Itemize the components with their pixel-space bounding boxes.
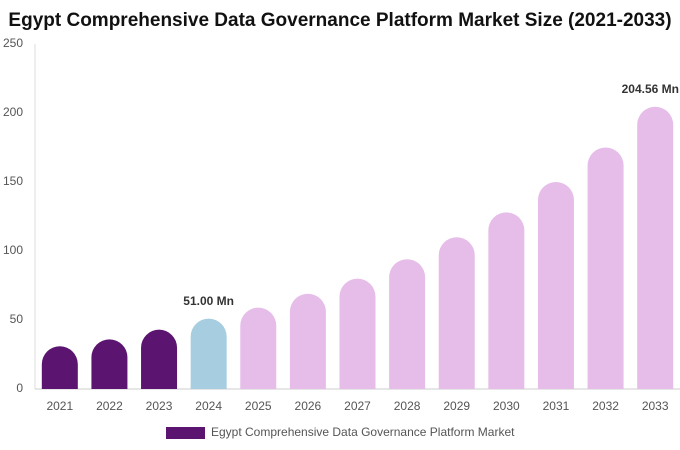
bar [488,212,525,389]
y-tick-label: 250 [3,36,23,50]
bar [240,307,277,389]
y-tick-label: 200 [3,105,23,119]
y-tick-label: 0 [16,381,23,395]
x-tick-label: 2025 [245,399,272,413]
x-tick-label: 2023 [146,399,173,413]
bar [537,182,574,389]
x-tick-label: 2024 [195,399,222,413]
legend-swatch [166,427,205,439]
bar [289,293,326,389]
x-tick-label: 2029 [443,399,470,413]
x-tick-label: 2022 [96,399,123,413]
x-tick-label: 2032 [592,399,619,413]
bar [587,147,624,389]
bar [141,329,178,389]
y-tick-label: 50 [10,312,24,326]
x-tick-label: 2033 [642,399,669,413]
chart-title: Egypt Comprehensive Data Governance Plat… [8,10,671,31]
y-tick-label: 150 [3,174,23,188]
bar [91,339,128,389]
legend-label: Egypt Comprehensive Data Governance Plat… [211,425,515,439]
value-label: 51.00 Mn [183,294,234,308]
x-tick-label: 2027 [344,399,371,413]
y-tick-label: 100 [3,243,23,257]
bar [339,278,376,389]
x-tick-label: 2028 [394,399,421,413]
bar [41,346,78,389]
x-tick-label: 2021 [46,399,73,413]
bar [389,259,426,389]
bar [438,237,475,389]
bar [637,106,674,389]
value-label: 204.56 Mn [622,82,679,96]
bar [190,318,227,389]
x-tick-label: 2026 [295,399,322,413]
x-tick-label: 2030 [493,399,520,413]
x-tick-label: 2031 [543,399,570,413]
